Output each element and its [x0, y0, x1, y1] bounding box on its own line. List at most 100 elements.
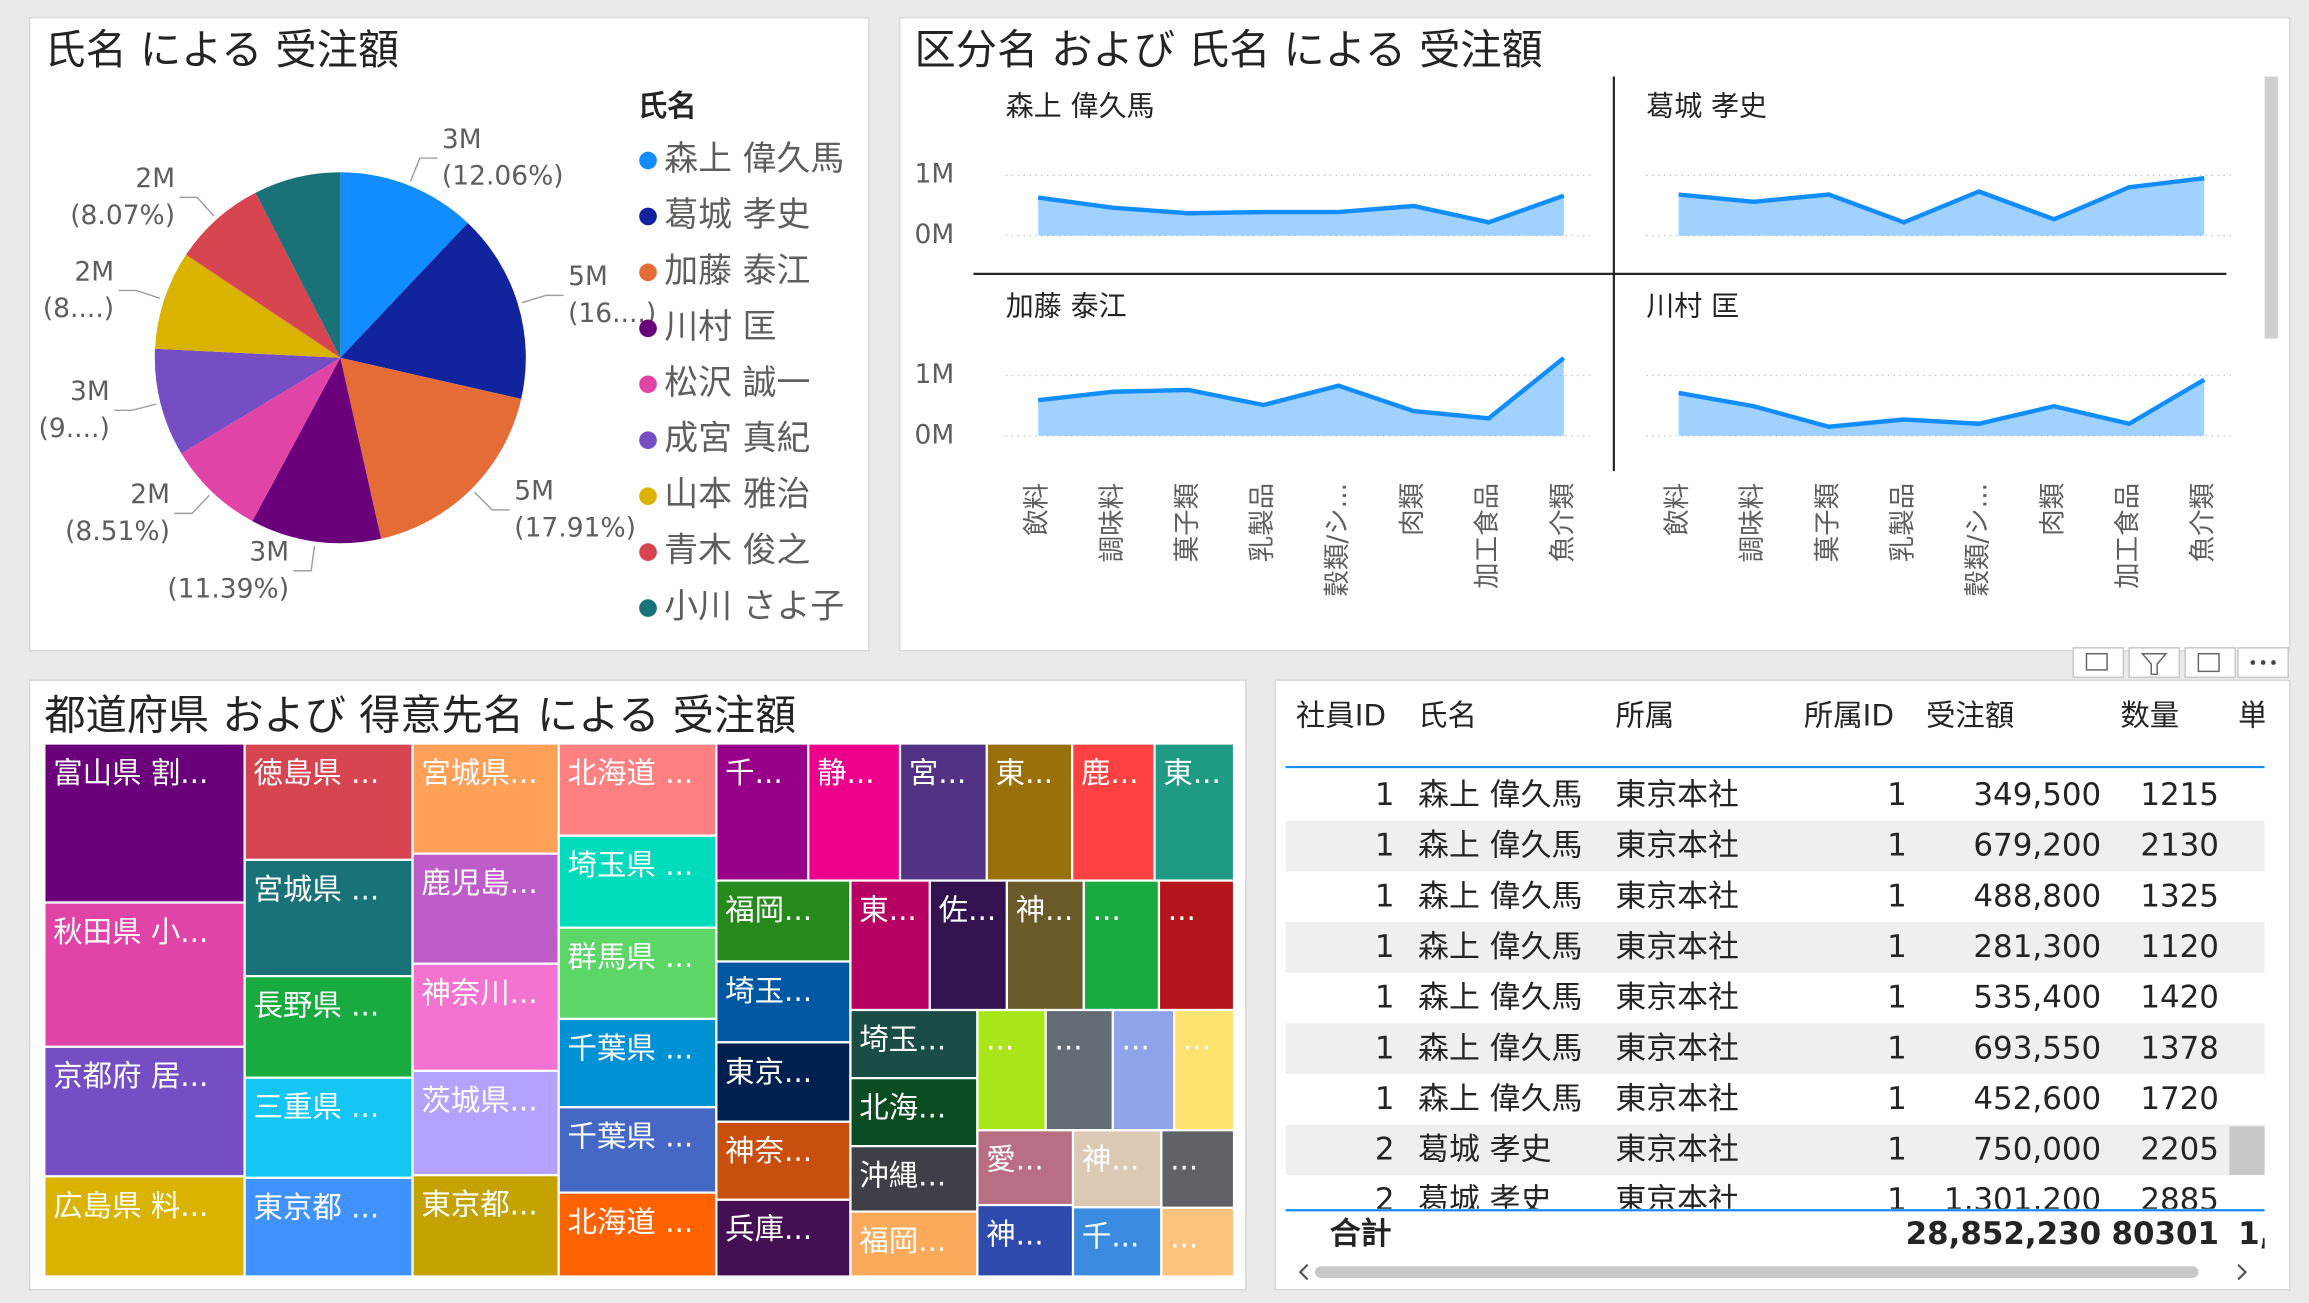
panel-title: 川村 匡	[1646, 290, 1739, 323]
treemap-cell	[715, 1198, 852, 1278]
table-cell: 693,550	[1973, 1030, 2101, 1066]
row-band	[1285, 921, 2265, 973]
treemap-cell	[43, 901, 246, 1048]
cell-label: ...	[1170, 1143, 1198, 1177]
table-cell: 東京本社	[1615, 1132, 1739, 1168]
pie-slice	[186, 192, 341, 358]
cell-label: 東...	[1163, 756, 1221, 790]
treemap-cell	[557, 926, 718, 1021]
table-cell: 東京本社	[1615, 1081, 1739, 1117]
column-header: 受注額	[1926, 699, 2014, 733]
leader-line	[473, 491, 510, 511]
table: 社員ID 氏名 所属 所属ID 受注額 数量単 1 森上 偉久馬 東京本社 1 349,500 12…	[1285, 699, 2267, 1252]
treemap-cell	[715, 742, 810, 882]
leader-line	[293, 545, 316, 572]
cell-label: 宮城県...	[421, 756, 537, 790]
treemap-cell	[985, 742, 1074, 882]
x-tick-label: 肉類	[2038, 483, 2069, 536]
table-cell: 森上 偉久馬	[1418, 777, 1582, 813]
legend-marker	[639, 151, 657, 170]
table-cell: 281,300	[1973, 929, 2101, 965]
legend-label: 森上 偉久馬	[664, 139, 844, 178]
x-tick-label: 調味料	[1737, 483, 1768, 563]
cell-label: 佐...	[939, 893, 997, 927]
leader-line	[521, 294, 564, 304]
y-tick-label: 1M	[915, 359, 955, 390]
cell-label: 東京...	[725, 1055, 812, 1089]
table-cell: 東京本社	[1615, 878, 1739, 914]
scrollbar-thumb[interactable]	[1314, 1266, 2199, 1278]
cell-label: 徳島県 ...	[253, 756, 379, 790]
table-cell: 2130	[2140, 828, 2219, 864]
cell-label: 三重県 ...	[253, 1090, 379, 1124]
table-cell: 東京本社	[1615, 1182, 1739, 1218]
leader-line	[179, 196, 215, 217]
treemap-cell	[849, 1008, 979, 1080]
table-cell: 森上 偉久馬	[1418, 980, 1582, 1016]
treemap-cell	[1157, 879, 1236, 1012]
table-total: 合計 28,852,230 80301 1,	[1330, 1216, 2265, 1252]
table-cell: 1	[1887, 1081, 1907, 1117]
treemap-cell	[243, 742, 414, 861]
cell-label: 愛...	[986, 1143, 1044, 1177]
data-label: (9....)	[39, 413, 110, 444]
column-header: 社員ID	[1296, 699, 1386, 733]
cell-label: 鹿児島...	[421, 866, 537, 900]
data-label: (12.06%)	[442, 161, 564, 192]
table-cell: 2	[1375, 1132, 1395, 1168]
filter-button[interactable]	[2128, 647, 2180, 679]
cell-label: 埼玉県 ...	[568, 848, 694, 882]
cell-label: 北海道 ...	[568, 1205, 694, 1239]
table-cell: 750,000	[1973, 1132, 2101, 1168]
pie-slice	[252, 357, 382, 544]
cell-label: 兵庫...	[725, 1212, 812, 1246]
x-tick-label: 乳製品	[1247, 483, 1278, 562]
treemap-cell	[1111, 1008, 1176, 1132]
table-cell: 1	[1887, 878, 1907, 914]
total-cell: 28,852,230	[1906, 1216, 2102, 1252]
table-cell: 森上 偉久馬	[1418, 1081, 1582, 1117]
x-tick-label: 魚介類	[1547, 483, 1578, 563]
cell-label: 静...	[817, 756, 875, 790]
table-cell: 1	[1375, 777, 1395, 813]
table-header: 社員ID 氏名 所属 所属ID 受注額 数量 単	[1296, 699, 2267, 733]
data-label: (8.07%)	[70, 200, 175, 231]
focus-icon	[2085, 652, 2108, 671]
table-cell: 1378	[2140, 1030, 2219, 1066]
column-header: 氏名	[1418, 699, 1477, 733]
cell-label: 群馬県 ...	[568, 940, 694, 974]
expand-button[interactable]	[2184, 647, 2236, 679]
table-cell: 1	[1887, 828, 1907, 864]
table-cell: 東京本社	[1615, 828, 1739, 864]
table-cell: 2205	[2140, 1132, 2219, 1168]
table-cell: 1420	[2140, 980, 2219, 1016]
leader-line	[174, 494, 210, 515]
cell-label: 埼玉...	[725, 974, 812, 1008]
treemap-cell	[976, 1203, 1075, 1278]
cell-label: 東...	[859, 893, 917, 927]
amount-label: 5M	[568, 261, 608, 292]
treemap-cell	[1044, 1008, 1114, 1132]
table-cell: 1	[1887, 980, 1907, 1016]
scrollbar-thumb[interactable]	[2229, 1126, 2265, 1175]
focus-button[interactable]	[2072, 647, 2125, 679]
treemap-cell	[243, 975, 414, 1079]
legend-marker	[639, 207, 657, 226]
line-series	[1678, 176, 2205, 225]
scroll-right[interactable]	[2237, 1263, 2248, 1281]
cell-label: 福岡...	[725, 893, 812, 927]
cell-label: ...	[986, 1022, 1014, 1056]
pie-slice	[340, 357, 522, 539]
scroll-left[interactable]	[1298, 1263, 1309, 1281]
table-cell: 1325	[2140, 878, 2219, 914]
table-cell: 1	[1375, 828, 1395, 864]
treemap-cell	[243, 858, 414, 978]
scrollbar-thumb[interactable]	[2264, 76, 2278, 339]
pie-slice	[340, 172, 468, 358]
cell-label: 福岡...	[859, 1224, 946, 1258]
panel-title: 葛城 孝史	[1646, 89, 1767, 122]
treemap-cell	[557, 1191, 718, 1278]
column-header: 単	[2238, 699, 2267, 733]
